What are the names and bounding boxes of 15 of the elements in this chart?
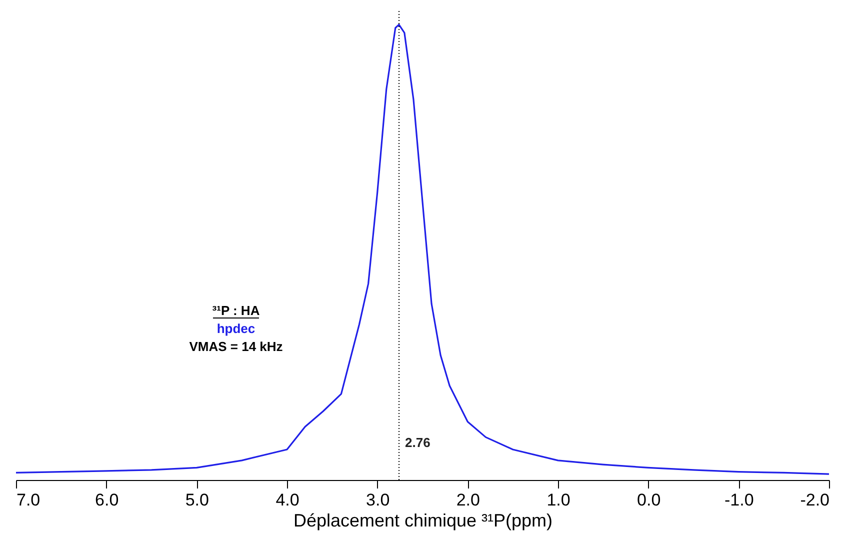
x-tick-label: 6.0 bbox=[95, 490, 119, 510]
x-tick-label: 2.0 bbox=[456, 490, 480, 510]
x-tick-label: 0.0 bbox=[637, 490, 661, 510]
x-tick-label: 3.0 bbox=[366, 490, 390, 510]
x-tick-label: 4.0 bbox=[276, 490, 300, 510]
x-tick-label: 1.0 bbox=[546, 490, 570, 510]
x-tick-label: -1.0 bbox=[724, 490, 754, 510]
annotation: hpdec bbox=[216, 321, 256, 336]
annotation: VMAS = 14 kHz bbox=[189, 339, 284, 354]
x-tick-label: 5.0 bbox=[185, 490, 209, 510]
annotation: ³¹P : HA bbox=[212, 303, 260, 318]
ref-line-label: 2.76 bbox=[405, 435, 430, 450]
x-axis-title: Déplacement chimique ³¹P(ppm) bbox=[293, 510, 553, 530]
x-tick-label: 7.0 bbox=[16, 490, 40, 510]
x-tick-label: -2.0 bbox=[800, 490, 830, 510]
